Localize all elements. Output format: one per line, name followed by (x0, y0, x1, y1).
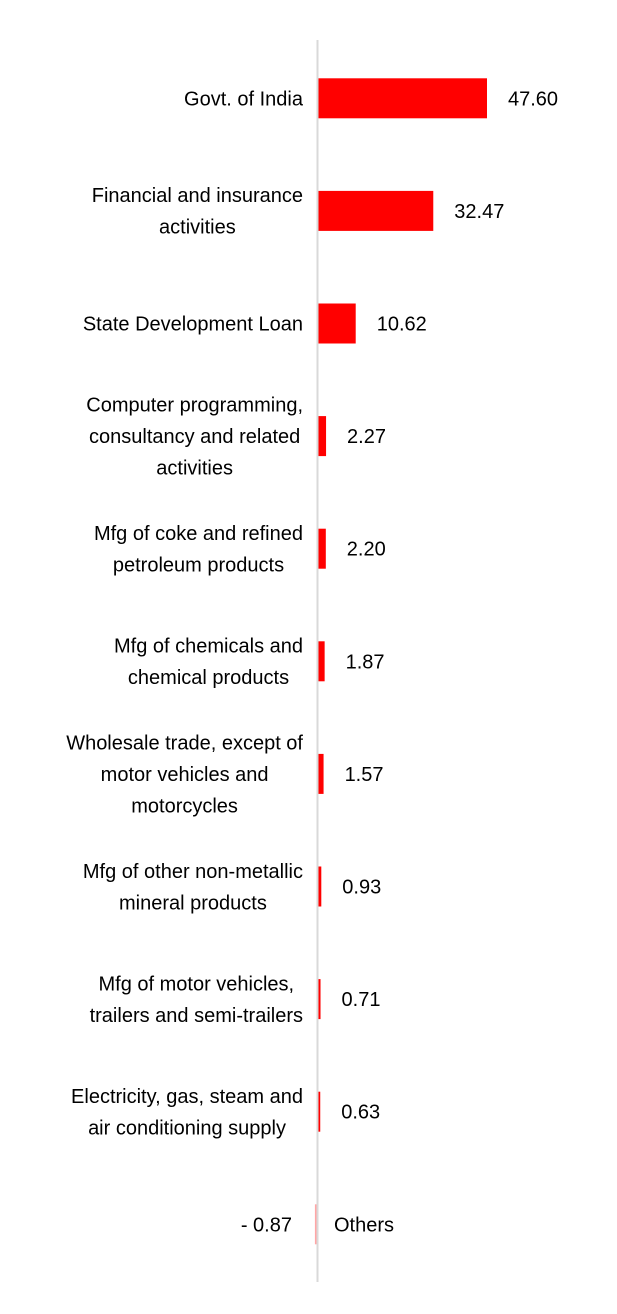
value-label-3: 2.27 (347, 426, 386, 448)
category-label-2-line-0: State Development Loan (83, 314, 303, 336)
category-label-5-line-0: Mfg of chemicals and (114, 636, 303, 658)
category-label-5: Mfg of chemicals and chemical products (114, 636, 303, 690)
category-label-3-line-1: consultancy and related (89, 426, 300, 448)
category-label-3: Computer programming, consultancy and rel… (86, 395, 303, 480)
category-label-10-line-0: Others (334, 1214, 394, 1236)
value-label-0: 47.60 (508, 88, 558, 110)
category-label-4-line-1: petroleum products (113, 554, 284, 576)
category-label-2: State Development Loan (83, 314, 303, 336)
category-label-4-line-0: Mfg of coke and refined (94, 523, 303, 545)
category-label-10: Others (334, 1214, 394, 1236)
value-label-5: 1.87 (346, 651, 385, 673)
bars-layer (314, 78, 487, 1245)
category-label-7-line-0: Mfg of other non-metallic (83, 861, 303, 883)
category-label-3-line-2: activities (156, 458, 233, 480)
category-label-6-line-0: Wholesale trade, except of (66, 732, 303, 754)
category-label-3-line-0: Computer programming, (86, 395, 303, 417)
value-label-7: 0.93 (342, 877, 381, 899)
category-label-6-line-2: motorcycles (131, 795, 238, 817)
value-label-9: 0.63 (341, 1102, 380, 1124)
bar-4 (318, 528, 326, 569)
category-label-1-line-0: Financial and insurance (92, 185, 303, 207)
category-label-4: Mfg of coke and refined petroleum product… (94, 523, 303, 577)
category-label-8-line-1: trailers and semi-trailers (90, 1005, 303, 1027)
category-label-5-line-1: chemical products (128, 667, 289, 689)
category-label-9-line-1: air conditioning supply (88, 1117, 286, 1139)
bar-0 (318, 78, 487, 119)
category-label-6: Wholesale trade, except of motor vehicles… (66, 732, 303, 817)
bar-5 (318, 641, 325, 682)
category-label-8: Mfg of motor vehicles, trailers and semi-… (90, 973, 303, 1027)
category-label-1: Financial and insurance activities (92, 185, 303, 239)
bar-8 (318, 979, 321, 1020)
bar-3 (318, 416, 327, 457)
category-label-1-line-1: activities (159, 217, 236, 239)
value-label-2: 10.62 (377, 314, 427, 336)
category-label-9-line-0: Electricity, gas, steam and (71, 1086, 303, 1108)
bar-6 (318, 753, 324, 794)
labels-layer: 47.60 Govt. of India 32.47 Financial and in… (66, 88, 558, 1236)
category-label-6-line-1: motor vehicles and (101, 764, 269, 786)
value-label-1: 32.47 (454, 201, 504, 223)
bar-2 (318, 303, 356, 344)
value-label-6: 1.57 (345, 764, 384, 786)
category-label-0: Govt. of India (184, 88, 304, 110)
bar-7 (318, 866, 322, 907)
category-label-7-line-1: mineral products (119, 892, 267, 914)
category-label-0-line-0: Govt. of India (184, 88, 304, 110)
value-label-10: - 0.87 (241, 1214, 292, 1236)
category-label-8-line-0: Mfg of motor vehicles, (98, 973, 294, 995)
bar-9 (318, 1091, 321, 1132)
category-label-7: Mfg of other non-metallic mineral product… (83, 861, 303, 915)
value-label-8: 0.71 (342, 989, 381, 1011)
category-label-9: Electricity, gas, steam and air condition… (71, 1086, 303, 1140)
bar-1 (318, 190, 434, 231)
bar-10 (314, 1204, 318, 1245)
value-label-4: 2.20 (347, 539, 386, 561)
